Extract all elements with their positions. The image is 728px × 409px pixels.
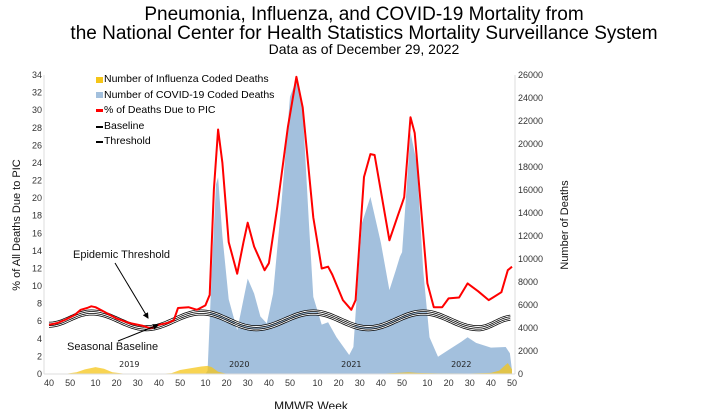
y-left-tick-label: 26	[32, 140, 42, 150]
x-tick-label: 30	[355, 378, 365, 388]
y-left-tick-label: 6	[37, 316, 42, 326]
y-right-tick-label: 12000	[518, 231, 543, 241]
y-left-tick-label: 24	[32, 158, 42, 168]
x-tick-label: 20	[112, 378, 122, 388]
x-axis-label: MMWR Week	[274, 399, 349, 409]
x-tick-label: 40	[44, 378, 54, 388]
y-right-tick-label: 6000	[518, 300, 538, 310]
y-left-tick-label: 10	[32, 281, 42, 291]
legend-item-covid: Number of COVID-19 Coded Deaths	[96, 88, 274, 104]
y-left-tick-label: 2	[37, 351, 42, 361]
y-right-tick-label: 14000	[518, 208, 543, 218]
legend-item-pic: % of Deaths Due to PIC	[96, 103, 274, 119]
y-left-tick-label: 8	[37, 299, 42, 309]
annotation-seasonal-baseline: Seasonal Baseline	[67, 341, 158, 353]
y-left-tick-label: 14	[32, 246, 42, 256]
x-tick-label: 20	[444, 378, 454, 388]
y-right-tick-label: 24000	[518, 93, 543, 103]
y-left-tick-label: 28	[32, 123, 42, 133]
x-tick-label: 50	[285, 378, 295, 388]
y-left-tick-label: 16	[32, 228, 42, 238]
y-left-tick-label: 18	[32, 211, 42, 221]
legend-label: Threshold	[104, 135, 151, 148]
legend-item-influenza: Number of Influenza Coded Deaths	[96, 72, 274, 88]
x-tick-label: 20	[334, 378, 344, 388]
x-tick-label: 50	[397, 378, 407, 388]
legend-label: Baseline	[104, 119, 145, 132]
y-right-tick-label: 16000	[518, 185, 543, 195]
y-right-tick-label: 20000	[518, 139, 543, 149]
year-label: 2021	[341, 360, 361, 369]
year-label: 2020	[229, 360, 249, 369]
y-left-tick-label: 20	[32, 193, 42, 203]
legend-swatch-covid	[96, 92, 103, 99]
y-left-tick-label: 32	[32, 88, 42, 98]
y-right-tick-label: 4000	[518, 323, 538, 333]
baseline-line-core	[48, 313, 511, 331]
y-right-tick-label: 10000	[518, 254, 543, 264]
x-tick-label: 10	[312, 378, 322, 388]
x-tick-label: 40	[154, 378, 164, 388]
legend-label: Number of Influenza Coded Deaths	[104, 73, 269, 85]
year-label: 2022	[451, 360, 471, 369]
y-right-tick-label: 18000	[518, 162, 543, 172]
legend-swatch-threshold	[96, 141, 103, 144]
covid-deaths-area	[205, 79, 512, 374]
legend: Number of Influenza Coded Deaths Number …	[96, 72, 274, 150]
y-left-tick-label: 4	[37, 334, 42, 344]
y-right-tick-label: 2000	[518, 346, 538, 356]
y-left-tick-label: 0	[37, 369, 42, 379]
legend-item-baseline: Baseline	[96, 119, 274, 135]
legend-label: Number of COVID-19 Coded Deaths	[104, 88, 275, 101]
y-right-tick-label: 22000	[518, 116, 543, 126]
annotation-arrow-threshold	[114, 262, 149, 319]
legend-item-threshold: Threshold	[96, 134, 274, 150]
chart-subtitle: Data as of December 29, 2022	[268, 41, 460, 57]
x-tick-label: 50	[507, 378, 517, 388]
x-tick-label: 30	[133, 378, 143, 388]
x-tick-label: 10	[200, 378, 210, 388]
y-axis-right-label: Number of Deaths	[559, 180, 571, 270]
legend-swatch-baseline	[96, 125, 103, 128]
y-right-tick-label: 8000	[518, 277, 538, 287]
annotation-arrow-baseline	[117, 324, 159, 342]
x-tick-label: 40	[376, 378, 386, 388]
x-tick-label: 30	[243, 378, 253, 388]
x-tick-label: 40	[486, 378, 496, 388]
chart-title-line-2: the National Center for Health Statistic…	[70, 23, 658, 44]
y-left-tick-label: 22	[32, 176, 42, 186]
chart-title-line-1: Pneumonia, Influenza, and COVID-19 Morta…	[144, 4, 584, 25]
legend-swatch-pic	[96, 109, 103, 113]
y-left-tick-label: 12	[32, 263, 42, 273]
x-tick-label: 50	[175, 378, 185, 388]
x-tick-label: 10	[91, 378, 101, 388]
y-right-tick-label: 0	[518, 369, 523, 379]
y-right-tick-label: 26000	[518, 70, 543, 80]
legend-label: % of Deaths Due to PIC	[104, 104, 216, 117]
pic-percent-line	[48, 75, 513, 330]
x-tick-label: 40	[264, 378, 274, 388]
y-left-tick-label: 30	[32, 105, 42, 115]
x-tick-label: 10	[422, 378, 432, 388]
influenza-deaths-area	[49, 363, 512, 374]
year-label: 2019	[119, 360, 139, 369]
annotation-epidemic-threshold: Epidemic Threshold	[73, 249, 170, 261]
y-axis-left-label: % of All Deaths Due to PIC	[11, 159, 23, 291]
x-tick-label: 20	[222, 378, 232, 388]
y-left-tick-label: 34	[32, 70, 42, 80]
x-tick-label: 30	[465, 378, 475, 388]
legend-swatch-influenza	[96, 76, 103, 83]
x-tick-label: 50	[65, 378, 75, 388]
